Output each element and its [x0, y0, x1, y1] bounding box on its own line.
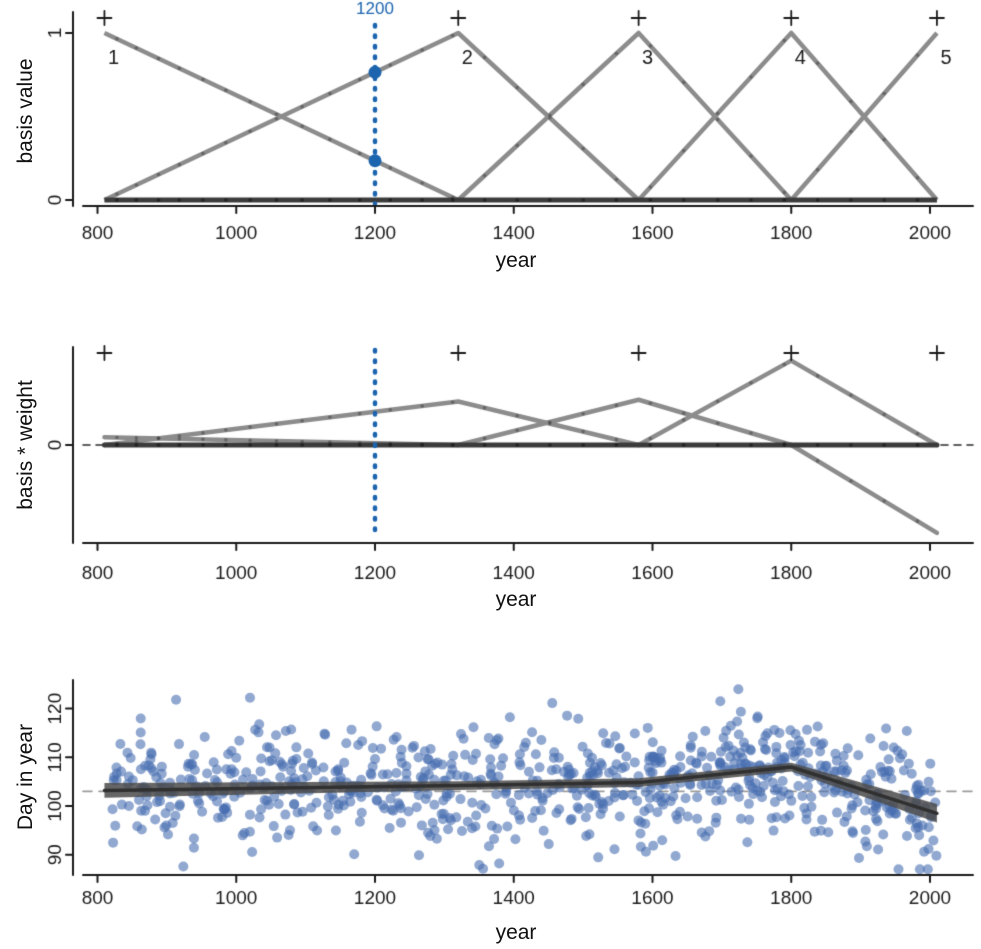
x-axis-title-year-top: year — [495, 249, 537, 272]
y-axis-title-basis-value: basis value — [14, 58, 37, 164]
y-axis-title-day-in-year: Day in year — [14, 723, 37, 831]
x-axis-title-year-bottom: year — [495, 921, 537, 944]
y-axis-title-basis-weight: basis * weight — [14, 380, 37, 510]
x-axis-title-year-middle: year — [495, 588, 537, 611]
